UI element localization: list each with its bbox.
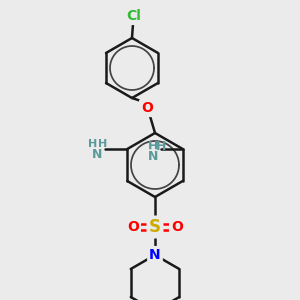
Text: H: H xyxy=(88,139,97,149)
Text: O: O xyxy=(171,220,183,234)
Text: N: N xyxy=(92,148,103,161)
Text: O: O xyxy=(141,101,153,115)
Text: S: S xyxy=(149,218,161,236)
Text: N: N xyxy=(149,248,161,262)
Text: H: H xyxy=(155,140,166,152)
Text: Cl: Cl xyxy=(127,9,141,23)
Text: H: H xyxy=(148,140,158,152)
Text: O: O xyxy=(127,220,139,234)
Text: N: N xyxy=(148,151,158,164)
Text: H: H xyxy=(98,139,107,149)
